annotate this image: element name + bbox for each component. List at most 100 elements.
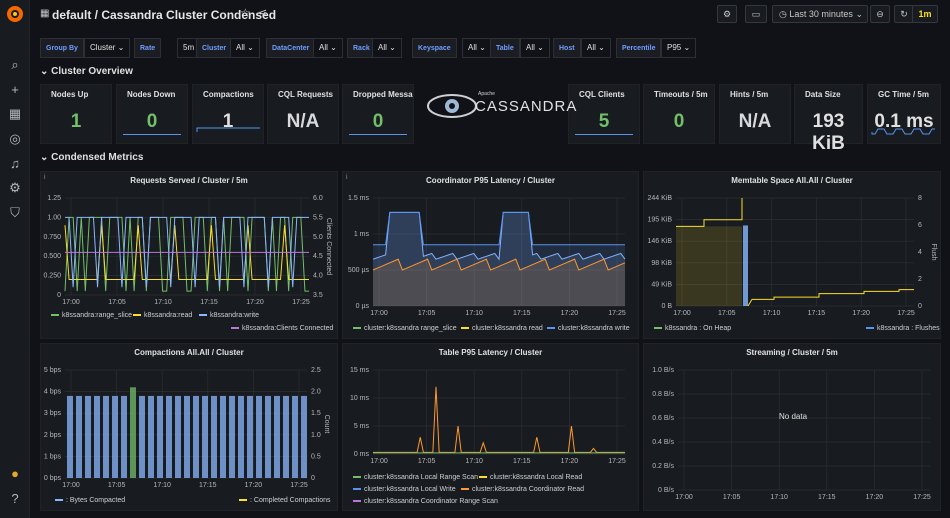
stat-panel[interactable]: Timeouts / 5m 0 xyxy=(643,84,715,144)
time-range-picker[interactable]: ◷ Last 30 minutes ⌄ xyxy=(772,5,868,23)
bar-bytes-compacted xyxy=(274,395,280,478)
sparkline xyxy=(349,134,407,135)
help-icon[interactable]: ? xyxy=(11,491,19,506)
series-range-slice xyxy=(373,211,625,246)
panel-requests-served[interactable]: i Requests Served / Cluster / 5m 1.25 1.0… xyxy=(40,171,338,339)
legend-item[interactable]: k8ssandra:write xyxy=(199,312,259,319)
bar-bytes-compacted xyxy=(157,395,163,478)
bar-bytes-compacted xyxy=(121,395,127,478)
legend-item[interactable]: k8ssandra:range_slice xyxy=(51,312,132,319)
stat-value: 0.1 ms xyxy=(874,111,934,132)
y-tick-label: 244 KiB xyxy=(647,195,672,202)
refresh-button[interactable]: ↻ xyxy=(894,5,914,23)
variable-select[interactable]: All ⌄ xyxy=(230,38,260,58)
variable-select[interactable]: Cluster ⌄ xyxy=(84,38,131,58)
legend-item[interactable]: k8ssandra : Flushes xyxy=(866,325,940,332)
legend-item[interactable]: cluster:k8ssandra Coordinator Read xyxy=(461,486,584,493)
stat-title: Nodes Down xyxy=(127,90,176,99)
variable-select[interactable]: All ⌄ xyxy=(313,38,343,58)
stat-panel[interactable]: Hints / 5m N/A xyxy=(719,84,791,144)
y-tick-label: 5 ms xyxy=(354,423,370,430)
x-tick-label: 17:20 xyxy=(245,482,263,489)
variable-select[interactable]: All ⌄ xyxy=(372,38,402,58)
variable-label: Table xyxy=(490,38,520,58)
x-tick-label: 17:15 xyxy=(200,299,218,306)
stat-title: Compactions xyxy=(203,90,254,99)
no-data-label: No data xyxy=(779,412,808,421)
x-tick-label: 17:15 xyxy=(818,494,836,501)
explore-icon[interactable]: ◎ xyxy=(9,131,21,146)
variable-value: All xyxy=(526,43,535,52)
variable-label: Percentile xyxy=(616,38,662,58)
variable-select[interactable]: All ⌄ xyxy=(462,38,492,58)
star-icon[interactable]: ☆ xyxy=(240,6,251,20)
on-heap-area xyxy=(676,226,742,306)
info-icon[interactable]: i xyxy=(44,174,46,181)
dashboard-settings-button[interactable]: ⚙ xyxy=(717,5,737,23)
legend-swatch xyxy=(55,499,63,502)
refresh-interval-picker[interactable]: 1m xyxy=(912,5,938,23)
y2-tick-label: 3.5 xyxy=(313,292,323,299)
stat-panel[interactable]: GC Time / 5m 0.1 ms xyxy=(867,84,941,144)
panel-table-latency[interactable]: Table P95 Latency / Cluster 15 ms 10 ms 5 … xyxy=(342,343,639,511)
stat-panel[interactable]: CQL Requests N/A xyxy=(267,84,339,144)
panel-memtable-space[interactable]: Memtable Space All.All / Cluster 244 KiB… xyxy=(643,171,941,339)
cassandra-logo: Apache CASSANDRA xyxy=(420,88,576,128)
legend-item[interactable]: cluster:k8ssandra Coordinator Range Scan xyxy=(353,498,498,505)
variable-value: All xyxy=(319,43,328,52)
row-cluster-overview[interactable]: ⌄ Cluster Overview xyxy=(40,66,133,77)
bar-bytes-compacted xyxy=(292,395,298,478)
variable-select[interactable]: P95 ⌄ xyxy=(661,38,697,58)
legend-item[interactable]: cluster:k8ssandra Local Range Scan xyxy=(353,474,478,481)
stat-panel[interactable]: Data Size 193 KiB xyxy=(794,84,863,154)
info-icon[interactable]: i xyxy=(346,174,348,181)
variable-value: All xyxy=(236,43,245,52)
dashboards-icon[interactable]: ▦ xyxy=(8,106,22,121)
panel-streaming[interactable]: Streaming / Cluster / 5m 1.0 B/s 0.8 B/s 0… xyxy=(643,343,941,511)
gear-icon[interactable]: ⚙ xyxy=(9,180,21,195)
legend-item[interactable]: cluster:k8ssandra range_slice xyxy=(353,325,457,332)
chevron-down-icon: ⌄ xyxy=(327,43,337,52)
variable-select[interactable]: All ⌄ xyxy=(520,38,550,58)
stat-panel[interactable]: Nodes Down 0 xyxy=(116,84,188,144)
search-icon[interactable]: ⌕ xyxy=(11,57,19,72)
stat-panel[interactable]: Compactions 1 xyxy=(192,84,264,144)
legend-item[interactable]: cluster:k8ssandra Local Write xyxy=(353,486,456,493)
row-condensed-metrics[interactable]: ⌄ Condensed Metrics xyxy=(40,152,143,163)
y-tick-label: 15 ms xyxy=(350,367,370,374)
grafana-logo-icon[interactable] xyxy=(5,4,25,24)
legend-item[interactable]: : Bytes Compacted xyxy=(55,497,125,504)
chevron-down-icon: ⌄ xyxy=(244,43,254,52)
panel-coordinator-latency[interactable]: i Coordinator P95 Latency / Cluster 1.5 … xyxy=(342,171,639,339)
refresh-icon: ↻ xyxy=(900,9,908,19)
legend-item[interactable]: k8ssandra:read xyxy=(133,312,192,319)
stat-panel[interactable]: Dropped Messages 0 xyxy=(342,84,414,144)
legend-item[interactable]: cluster:k8ssandra Local Read xyxy=(479,474,582,481)
user-avatar-icon[interactable]: ● xyxy=(11,466,19,481)
variable-select[interactable]: All ⌄ xyxy=(581,38,611,58)
zoom-out-button[interactable]: ⊖ xyxy=(870,5,890,23)
legend-item[interactable]: : Completed Compactions xyxy=(239,497,331,504)
page-title[interactable]: default / Cassandra Cluster Condensed xyxy=(52,8,277,22)
legend-label: cluster:k8ssandra Local Read xyxy=(490,474,583,481)
y-tick-label: 0 bps xyxy=(44,475,62,482)
stat-panel[interactable]: Nodes Up 1 xyxy=(40,84,112,144)
legend-item[interactable]: k8ssandra : On Heap xyxy=(654,325,731,332)
sparkline xyxy=(575,134,633,135)
cycle-view-mode-button[interactable]: ▭ xyxy=(745,5,767,23)
zoom-out-icon: ⊖ xyxy=(876,9,884,19)
plus-icon[interactable]: + xyxy=(11,82,19,97)
stat-title: Nodes Up xyxy=(51,90,89,99)
legend-label: : Bytes Compacted xyxy=(66,497,126,504)
series-range-slice-fill xyxy=(373,212,625,306)
legend-item[interactable]: k8ssandra:Clients Connected xyxy=(231,325,333,332)
alerting-bell-icon[interactable]: ♫ xyxy=(10,156,20,171)
panel-compactions[interactable]: Compactions All.All / Cluster 5 bps 4 bps… xyxy=(40,343,338,511)
legend-item[interactable]: cluster:k8ssandra read xyxy=(461,325,543,332)
legend-item[interactable]: cluster:k8ssandra write xyxy=(547,325,630,332)
stat-panel[interactable]: CQL Clients 5 xyxy=(568,84,640,144)
share-icon[interactable]: ⋖ xyxy=(258,7,268,19)
shield-icon[interactable]: ⛉ xyxy=(10,205,20,220)
